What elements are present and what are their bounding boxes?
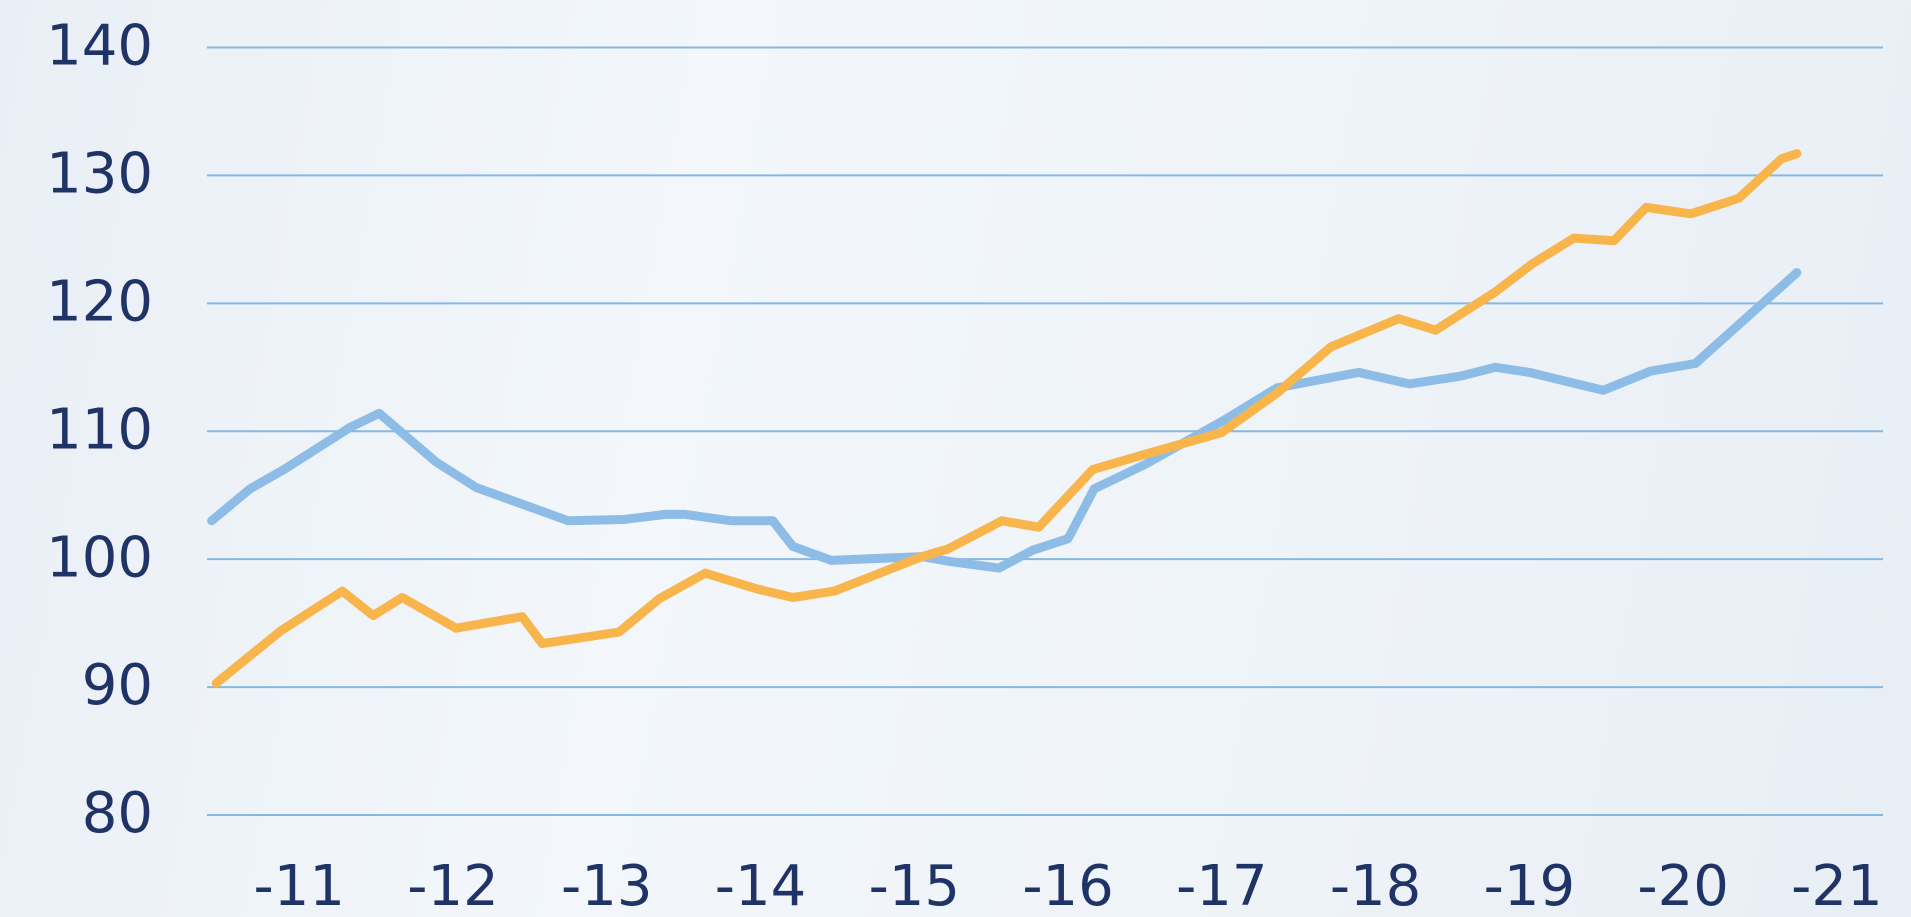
- x-tick-label: -17: [1176, 854, 1267, 917]
- x-tick-label: -11: [254, 854, 345, 917]
- x-tick-label: -20: [1637, 854, 1728, 917]
- x-tick-label: -19: [1484, 854, 1575, 917]
- x-tick-label: -16: [1022, 854, 1113, 917]
- x-tick-label: -14: [715, 854, 806, 917]
- y-tick-label: 140: [46, 14, 153, 79]
- y-tick-label: 110: [46, 397, 153, 462]
- x-tick-label: -13: [561, 854, 652, 917]
- y-tick-label: 100: [46, 525, 153, 590]
- x-tick-label: -12: [407, 854, 498, 917]
- data-line: [207, 268, 1802, 573]
- y-tick-label: 90: [82, 653, 153, 718]
- data-line: [211, 149, 1802, 688]
- y-tick-label: 80: [82, 781, 153, 846]
- x-tick-label: -18: [1330, 854, 1421, 917]
- x-tick-label: -21: [1791, 854, 1882, 917]
- y-tick-label: 120: [46, 269, 153, 334]
- x-tick-label: -15: [869, 854, 960, 917]
- y-tick-label: 130: [46, 142, 153, 207]
